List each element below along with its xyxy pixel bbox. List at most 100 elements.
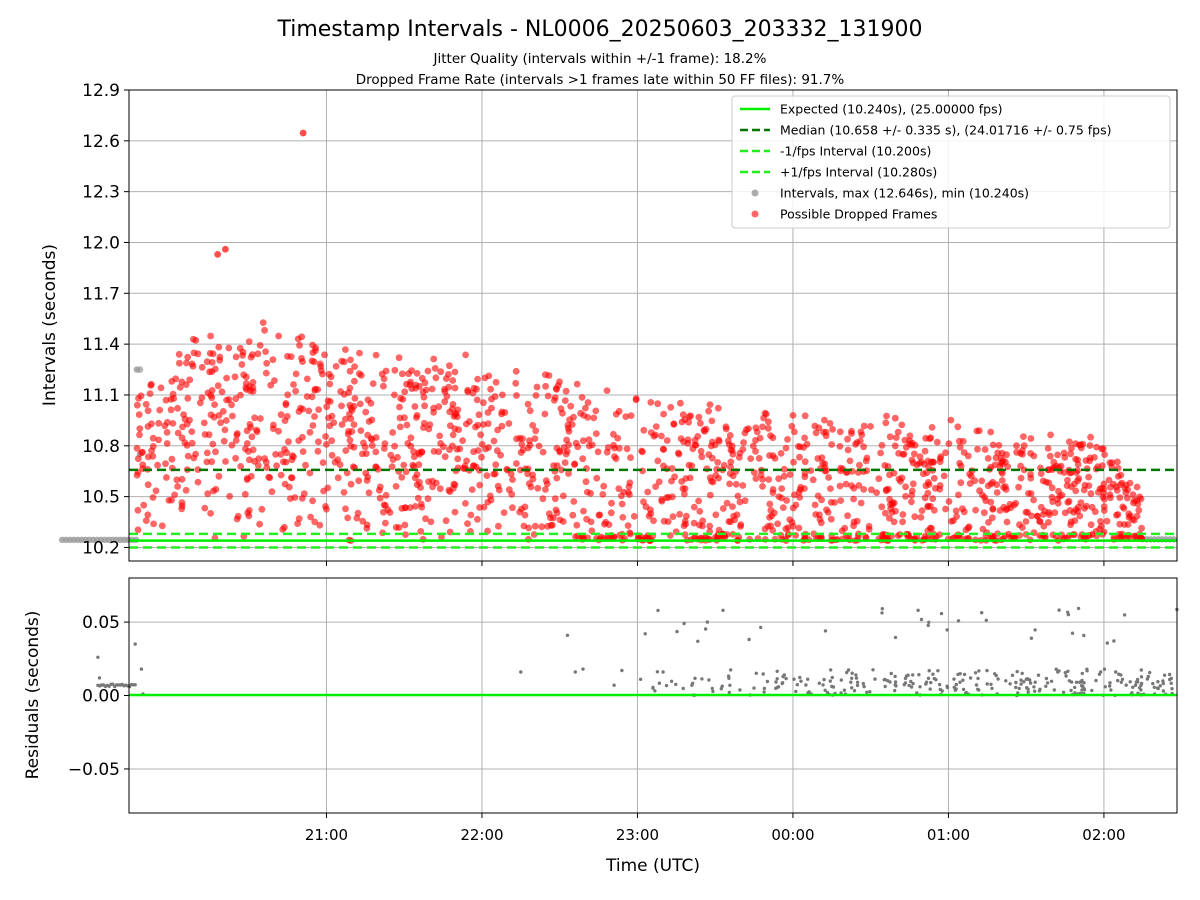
residual-point xyxy=(909,685,914,689)
dropped-frame-point xyxy=(856,461,863,469)
dropped-frame-point xyxy=(563,436,570,444)
dropped-frame-point xyxy=(1066,469,1074,477)
residual-point xyxy=(823,688,827,692)
residual-point xyxy=(938,687,942,692)
residual-point xyxy=(855,680,860,684)
dropped-frame-point xyxy=(547,514,554,522)
dropped-frame-point xyxy=(796,494,804,501)
dropped-frame-point xyxy=(134,506,142,514)
dropped-frame-point xyxy=(592,430,600,437)
residual-point xyxy=(1080,671,1085,676)
dropped-frame-point xyxy=(993,481,1001,488)
dropped-frame-point xyxy=(650,432,658,440)
dropped-frame-point xyxy=(343,469,351,477)
dropped-frame-point xyxy=(459,437,466,444)
dropped-frame-point xyxy=(175,350,183,358)
residual-point xyxy=(1038,687,1042,691)
dropped-frame-point xyxy=(1113,486,1121,494)
dropped-frame-point xyxy=(142,517,150,524)
dropped-frame-point xyxy=(208,359,216,366)
dropped-frame-point xyxy=(790,458,797,466)
dropped-frame-point xyxy=(696,508,704,515)
residual-point xyxy=(1162,673,1167,677)
dropped-frame-point xyxy=(1135,506,1143,514)
dropped-frame-point xyxy=(395,524,403,531)
residual-point xyxy=(984,618,988,622)
residual-point xyxy=(990,686,994,691)
dropped-frame-point xyxy=(706,401,714,408)
dropped-frame-point xyxy=(351,377,358,385)
intervals-y-axis-label: Intervals (seconds) xyxy=(40,244,60,406)
dropped-frame-point xyxy=(679,485,687,492)
dropped-frame-point xyxy=(816,511,823,519)
dropped-frame-point xyxy=(509,504,516,512)
dropped-frame-point xyxy=(382,519,389,527)
dropped-frame-point xyxy=(1053,462,1060,470)
residual-point xyxy=(1148,670,1152,675)
dropped-frame-point xyxy=(488,404,495,412)
dropped-frame-point xyxy=(364,473,372,481)
residual-point xyxy=(911,681,915,686)
dropped-frame-point xyxy=(725,441,733,448)
residual-point xyxy=(710,686,714,691)
residuals-y-axis-label: Residuals (seconds) xyxy=(23,611,43,780)
dropped-frame-point xyxy=(449,442,456,450)
dropped-frame-point xyxy=(223,374,231,382)
dropped-frame-point xyxy=(882,419,890,427)
dropped-frame-point xyxy=(1114,458,1121,466)
dropped-frame-point xyxy=(924,503,932,511)
dropped-frame-point xyxy=(430,355,438,363)
dropped-frame-point xyxy=(902,483,909,491)
residual-point xyxy=(985,682,989,686)
dropped-frame-point xyxy=(921,532,929,540)
dropped-frame-point xyxy=(993,489,1001,496)
residuals-y-ticks: −0.05 0.00 0.05 xyxy=(68,613,129,780)
dropped-frame-point xyxy=(413,370,421,377)
dropped-frame-point xyxy=(435,403,443,411)
residual-point xyxy=(854,676,859,680)
dropped-frame-point xyxy=(826,420,834,427)
dropped-frame-point xyxy=(449,405,456,413)
dropped-frame-point xyxy=(668,465,676,472)
dropped-frame-point xyxy=(848,430,855,437)
dropped-frame-point xyxy=(984,455,992,462)
residual-point xyxy=(806,677,810,681)
dropped-frame-point xyxy=(363,521,371,529)
dropped-frame-point xyxy=(707,442,715,450)
residual-point xyxy=(775,677,779,681)
dropped-frame-point xyxy=(620,488,628,496)
dropped-frame-point xyxy=(206,368,214,376)
dropped-frame-point xyxy=(420,393,428,401)
residuals-points xyxy=(96,606,1179,698)
dropped-frame-point xyxy=(985,519,992,526)
dropped-frame-point xyxy=(464,520,471,527)
dropped-frame-point xyxy=(174,404,182,412)
dropped-frame-point xyxy=(357,427,365,434)
dropped-frame-point xyxy=(582,478,590,486)
dropped-frame-point xyxy=(381,440,389,447)
dropped-frame-point xyxy=(212,448,219,456)
dropped-frame-point xyxy=(342,505,349,513)
dropped-frame-point xyxy=(811,501,819,509)
dropped-frame-point xyxy=(521,511,529,519)
dropped-frame-point xyxy=(323,505,330,513)
dropped-frame-point xyxy=(263,464,271,471)
intervals-y-tick-label: 10.5 xyxy=(82,488,120,508)
residual-point xyxy=(752,686,756,690)
dropped-frame-point xyxy=(1087,490,1095,498)
dropped-frame-point xyxy=(525,524,532,532)
dropped-frame-point xyxy=(945,498,953,505)
dropped-frame-point xyxy=(752,475,760,482)
dropped-frame-point xyxy=(998,477,1006,484)
residual-point xyxy=(711,689,715,694)
dropped-frame-point xyxy=(480,399,487,407)
residual-point xyxy=(762,686,767,691)
dropped-frame-point xyxy=(999,457,1007,464)
residual-point xyxy=(96,655,100,659)
dropped-frame-point xyxy=(142,400,150,408)
dropped-frame-point xyxy=(736,449,744,457)
dropped-frame-point xyxy=(618,500,626,508)
dropped-frame-point xyxy=(391,391,398,399)
residual-point xyxy=(1139,668,1144,672)
dropped-frame-point xyxy=(1106,491,1114,499)
